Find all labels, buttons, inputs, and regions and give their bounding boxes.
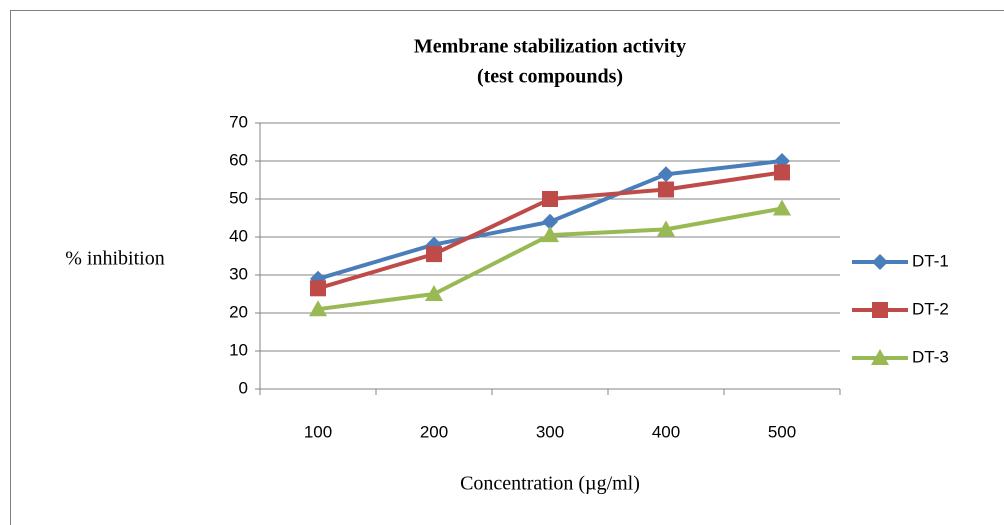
y-tick-label: 70	[229, 112, 248, 131]
marker	[542, 191, 558, 207]
marker	[773, 199, 791, 216]
chart-subtitle: (test compounds)	[477, 66, 623, 88]
marker	[872, 254, 888, 270]
x-tick-label: 100	[304, 422, 332, 441]
y-tick-label: 50	[229, 188, 248, 207]
marker	[871, 349, 889, 365]
legend-label: DT-3	[912, 347, 949, 366]
marker	[658, 166, 674, 183]
chart-frame	[10, 10, 1004, 525]
marker	[310, 280, 326, 297]
y-axis-label: % inhibition	[65, 248, 164, 270]
x-tick-label: 500	[768, 422, 796, 441]
x-tick-label: 400	[652, 422, 680, 441]
y-tick-label: 60	[229, 150, 248, 169]
y-tick-label: 20	[229, 302, 248, 321]
x-tick-label: 300	[536, 422, 564, 441]
y-tick-label: 30	[229, 264, 248, 283]
legend-label: DT-1	[912, 251, 949, 270]
chart-title: Membrane stabilization activity	[414, 36, 686, 58]
y-tick-label: 10	[229, 340, 248, 359]
legend-label: DT-2	[912, 299, 949, 318]
y-tick-label: 40	[229, 226, 248, 245]
marker	[542, 213, 558, 230]
x-tick-label: 200	[420, 422, 448, 441]
marker	[425, 285, 443, 301]
marker	[309, 300, 327, 317]
marker	[426, 246, 442, 263]
y-tick-label: 0	[239, 378, 248, 397]
marker	[658, 181, 674, 198]
marker	[774, 164, 790, 181]
marker	[541, 226, 559, 243]
marker	[872, 302, 888, 318]
marker	[657, 220, 675, 237]
x-axis-label: Concentration (µg/ml)	[460, 473, 640, 495]
